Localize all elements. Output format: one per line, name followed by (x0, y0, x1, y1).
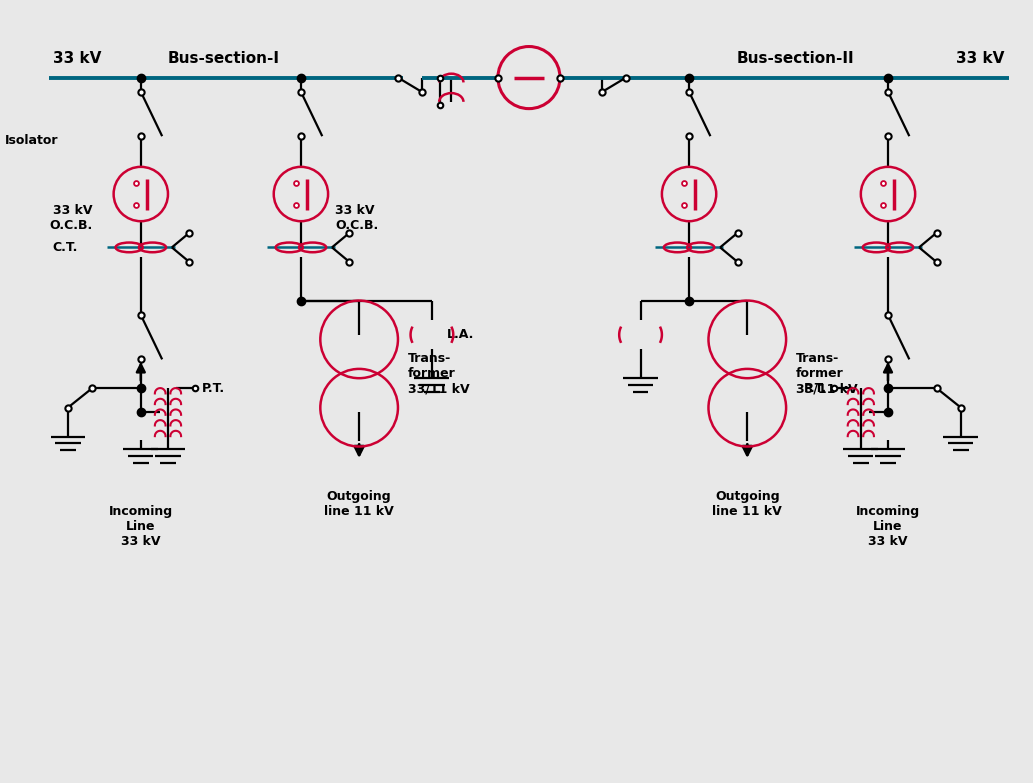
Text: L.A.: L.A. (446, 328, 474, 341)
Text: Bus-section-I: Bus-section-I (167, 51, 279, 66)
Text: Trans-
former
33/11 kV: Trans- former 33/11 kV (408, 352, 469, 395)
Text: Isolator: Isolator (5, 134, 58, 147)
Text: Outgoing
line 11 kV: Outgoing line 11 kV (324, 490, 394, 518)
Text: C.T.: C.T. (53, 241, 77, 254)
Text: P.T.: P.T. (201, 381, 225, 395)
Text: Outgoing
line 11 kV: Outgoing line 11 kV (713, 490, 782, 518)
Text: 33 kV: 33 kV (957, 51, 1004, 66)
Text: Bus-section-II: Bus-section-II (737, 51, 854, 66)
Text: Incoming
Line
33 kV: Incoming Line 33 kV (108, 504, 173, 547)
Text: 33 kV: 33 kV (54, 51, 102, 66)
Text: P.T.: P.T. (804, 381, 826, 395)
Text: 33 kV
O.C.B.: 33 kV O.C.B. (49, 204, 92, 233)
Text: Incoming
Line
33 kV: Incoming Line 33 kV (856, 504, 920, 547)
Text: 33 kV
O.C.B.: 33 kV O.C.B. (335, 204, 378, 233)
Text: Trans-
former
33/11 kV: Trans- former 33/11 kV (795, 352, 857, 395)
